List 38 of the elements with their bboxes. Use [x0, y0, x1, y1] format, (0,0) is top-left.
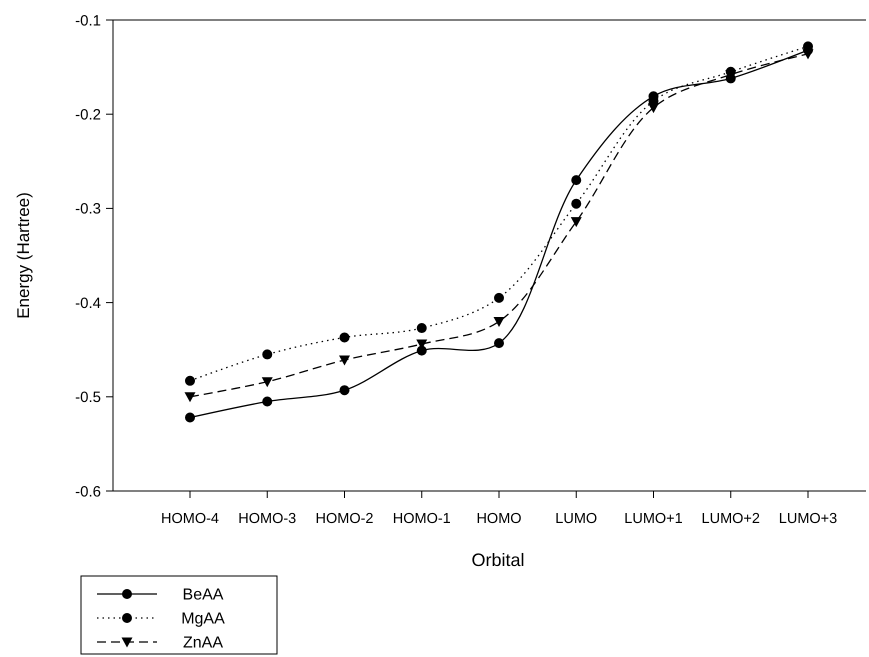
- x-tick-label: HOMO-2: [316, 511, 374, 527]
- point: [262, 349, 272, 360]
- point: [340, 332, 350, 342]
- y-tick-label: -0.2: [75, 106, 101, 124]
- legend-label: ZnAA: [182, 634, 224, 652]
- x-tick-label: LUMO+2: [702, 511, 760, 527]
- point: [185, 376, 195, 386]
- y-tick-label: -0.5: [75, 389, 101, 406]
- point: [648, 103, 659, 114]
- point: [571, 175, 582, 186]
- point: [571, 198, 582, 209]
- x-tick-label: LUMO: [555, 511, 598, 527]
- point: [262, 396, 272, 407]
- x-tick-label: HOMO: [476, 511, 522, 527]
- point: [185, 412, 195, 423]
- point: [494, 292, 504, 303]
- point: [416, 323, 427, 334]
- y-tick-label: -0.6: [75, 483, 101, 500]
- y-tick-label: -0.4: [75, 294, 101, 312]
- legend-label: MgAA: [181, 610, 226, 628]
- legend-label: BeAA: [182, 586, 224, 604]
- point: [339, 356, 350, 366]
- point: [802, 49, 814, 60]
- point: [340, 385, 350, 396]
- x-tick-label: LUMO+1: [624, 511, 683, 527]
- x-axis-title: Orbital: [471, 550, 525, 570]
- point: [184, 392, 196, 402]
- x-tick-label: HOMO-4: [161, 511, 219, 527]
- point: [494, 338, 504, 348]
- y-tick-label: -0.1: [75, 12, 101, 30]
- x-tick-label: LUMO+3: [778, 511, 838, 527]
- point: [570, 217, 582, 228]
- y-axis-title: Energy (Hartree): [14, 192, 33, 319]
- point: [494, 316, 504, 327]
- y-tick-label: -0.3: [75, 200, 101, 218]
- x-tick-label: HOMO-3: [238, 511, 296, 527]
- point: [262, 377, 273, 388]
- x-tick-label: HOMO-1: [392, 511, 451, 527]
